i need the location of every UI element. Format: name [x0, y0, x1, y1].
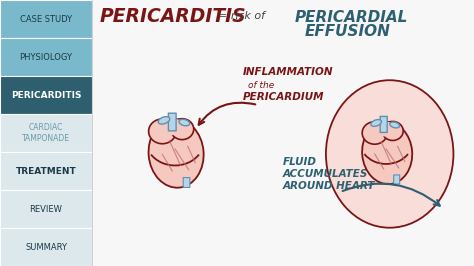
Text: PHYSIOLOGY: PHYSIOLOGY — [19, 52, 73, 61]
FancyBboxPatch shape — [0, 152, 92, 190]
Text: ACCUMULATES: ACCUMULATES — [283, 169, 368, 179]
Ellipse shape — [362, 122, 412, 184]
Text: PERICARDIAL: PERICARDIAL — [295, 10, 409, 25]
Text: CASE STUDY: CASE STUDY — [20, 15, 72, 23]
FancyBboxPatch shape — [394, 175, 400, 184]
Text: REVIEW: REVIEW — [29, 205, 63, 214]
Ellipse shape — [148, 119, 204, 188]
Text: AROUND HEART: AROUND HEART — [283, 181, 375, 191]
FancyBboxPatch shape — [380, 117, 387, 132]
Text: CARDIAC
TAMPONADE: CARDIAC TAMPONADE — [22, 123, 70, 143]
FancyBboxPatch shape — [0, 228, 92, 266]
Ellipse shape — [171, 119, 194, 140]
Ellipse shape — [326, 80, 454, 228]
Ellipse shape — [390, 122, 400, 128]
Ellipse shape — [370, 122, 397, 136]
Ellipse shape — [362, 122, 387, 144]
FancyBboxPatch shape — [0, 114, 92, 152]
FancyBboxPatch shape — [0, 190, 92, 228]
Text: FLUID: FLUID — [283, 157, 317, 167]
Text: INFLAMMATION: INFLAMMATION — [243, 67, 334, 77]
Ellipse shape — [382, 122, 403, 140]
FancyBboxPatch shape — [0, 38, 92, 76]
FancyBboxPatch shape — [0, 0, 92, 38]
FancyBboxPatch shape — [168, 113, 176, 131]
Text: PERICARDITIS: PERICARDITIS — [100, 6, 246, 26]
FancyBboxPatch shape — [183, 177, 190, 188]
FancyBboxPatch shape — [0, 76, 92, 114]
Ellipse shape — [371, 120, 382, 126]
Text: PERICARDIUM: PERICARDIUM — [243, 92, 325, 102]
Text: TREATMENT: TREATMENT — [16, 167, 76, 176]
Text: EFFUSION: EFFUSION — [305, 24, 391, 39]
Text: of the: of the — [248, 81, 274, 89]
Ellipse shape — [157, 119, 187, 135]
Ellipse shape — [158, 117, 170, 124]
Text: SUMMARY: SUMMARY — [25, 243, 67, 251]
Text: = risk of: = risk of — [218, 11, 265, 21]
Ellipse shape — [179, 119, 190, 126]
Ellipse shape — [149, 119, 176, 144]
Text: PERICARDITIS: PERICARDITIS — [11, 90, 81, 99]
